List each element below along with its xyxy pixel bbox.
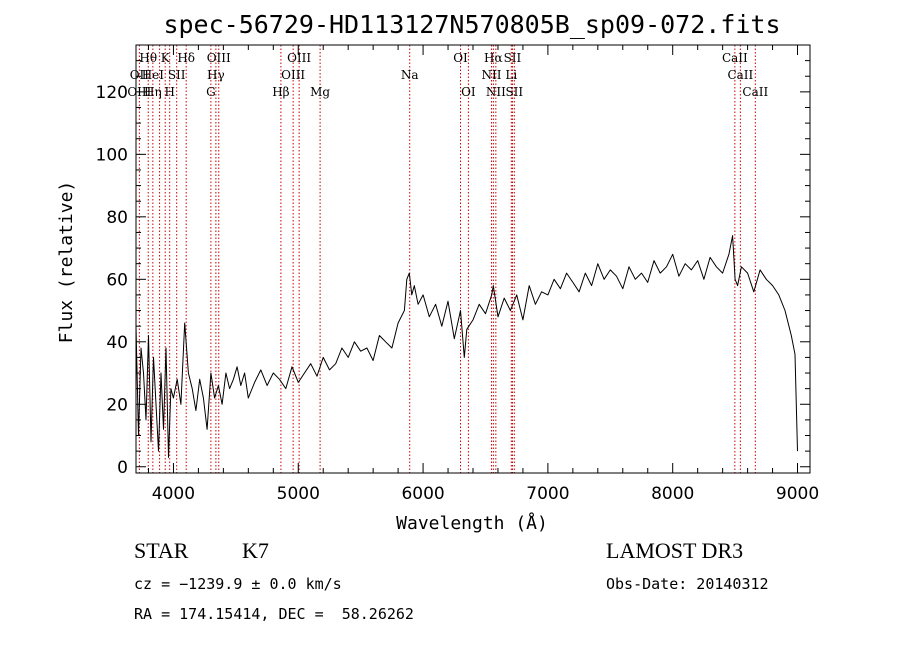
redshift-velocity: cz = −1239.9 ± 0.0 km/s: [134, 575, 342, 593]
spectral-line-label: OII: [130, 68, 150, 82]
spectral-line-label: CaII: [722, 51, 748, 65]
y-axis-ticks: 0 20 40 60 80 100 120: [96, 60, 810, 478]
y-tick-label: 40: [106, 333, 128, 353]
y-axis-label: Flux (relative): [56, 181, 77, 344]
spectral-line-label: G: [206, 85, 216, 99]
x-tick-label: 5000: [277, 484, 320, 504]
y-tick-label: 100: [96, 145, 128, 165]
object-class: STAR: [134, 538, 189, 563]
spectral-line-label: SII: [504, 51, 522, 65]
spectral-line-label: OI: [461, 85, 476, 99]
flux-series: [135, 235, 798, 458]
spectral-line-label: Hθ: [139, 51, 157, 65]
spectral-line-label: OIII: [207, 51, 231, 65]
x-tick-label: 6000: [401, 484, 444, 504]
spectral-line-label: Hδ: [177, 51, 195, 65]
observation-date: Obs-Date: 20140312: [606, 575, 769, 593]
spectral-line-label: SII: [505, 85, 523, 99]
spectral-line-label: Li: [505, 68, 517, 82]
chart-title: spec-56729-HD113127N570805B_sp09-072.fit…: [163, 10, 780, 39]
x-axis-label: Wavelength (Å): [396, 512, 548, 534]
spectral-line-label: NII: [481, 68, 501, 82]
plot-frame: [135, 44, 811, 474]
spectral-line-label: CaII: [727, 68, 753, 82]
spectral-line-label: Hα: [484, 51, 503, 65]
x-axis-ticks: 4000 5000 6000 7000 8000 9000: [147, 45, 819, 504]
spectral-line-label: HeI: [142, 68, 165, 82]
y-tick-label: 0: [117, 458, 128, 478]
spectral-line-label: Hη: [144, 85, 162, 99]
x-tick-label: 4000: [152, 484, 195, 504]
y-tick-label: 20: [106, 395, 128, 415]
spectral-line-label: NII: [486, 85, 506, 99]
spectral-line-label: Mg: [310, 85, 330, 99]
flux-line: [135, 235, 798, 458]
spectral-line-markers: [138, 45, 756, 473]
spectral-line-label: H: [164, 85, 174, 99]
x-tick-label: 7000: [526, 484, 569, 504]
sky-coordinates: RA = 174.15414, DEC = 58.26262: [134, 605, 414, 623]
y-tick-label: 60: [106, 270, 128, 290]
spectral-line-label: SII: [168, 68, 186, 82]
spectral-line-label: Hγ: [207, 68, 225, 82]
y-tick-label: 120: [96, 83, 128, 103]
spectral-line-label: Na: [401, 68, 419, 82]
spectral-line-label: OI: [453, 51, 468, 65]
object-subclass: K7: [242, 538, 269, 563]
spectral-line-label: K: [161, 51, 171, 65]
x-tick-label: 8000: [651, 484, 694, 504]
x-tick-label: 9000: [776, 484, 819, 504]
spectral-line-label: Hβ: [272, 85, 289, 99]
spectral-line-label: OIII: [287, 51, 311, 65]
survey-name: LAMOST DR3: [606, 538, 744, 563]
spectral-line-label: OIII: [281, 68, 305, 82]
y-tick-label: 80: [106, 208, 128, 228]
spectral-line-label: CaII: [742, 85, 768, 99]
